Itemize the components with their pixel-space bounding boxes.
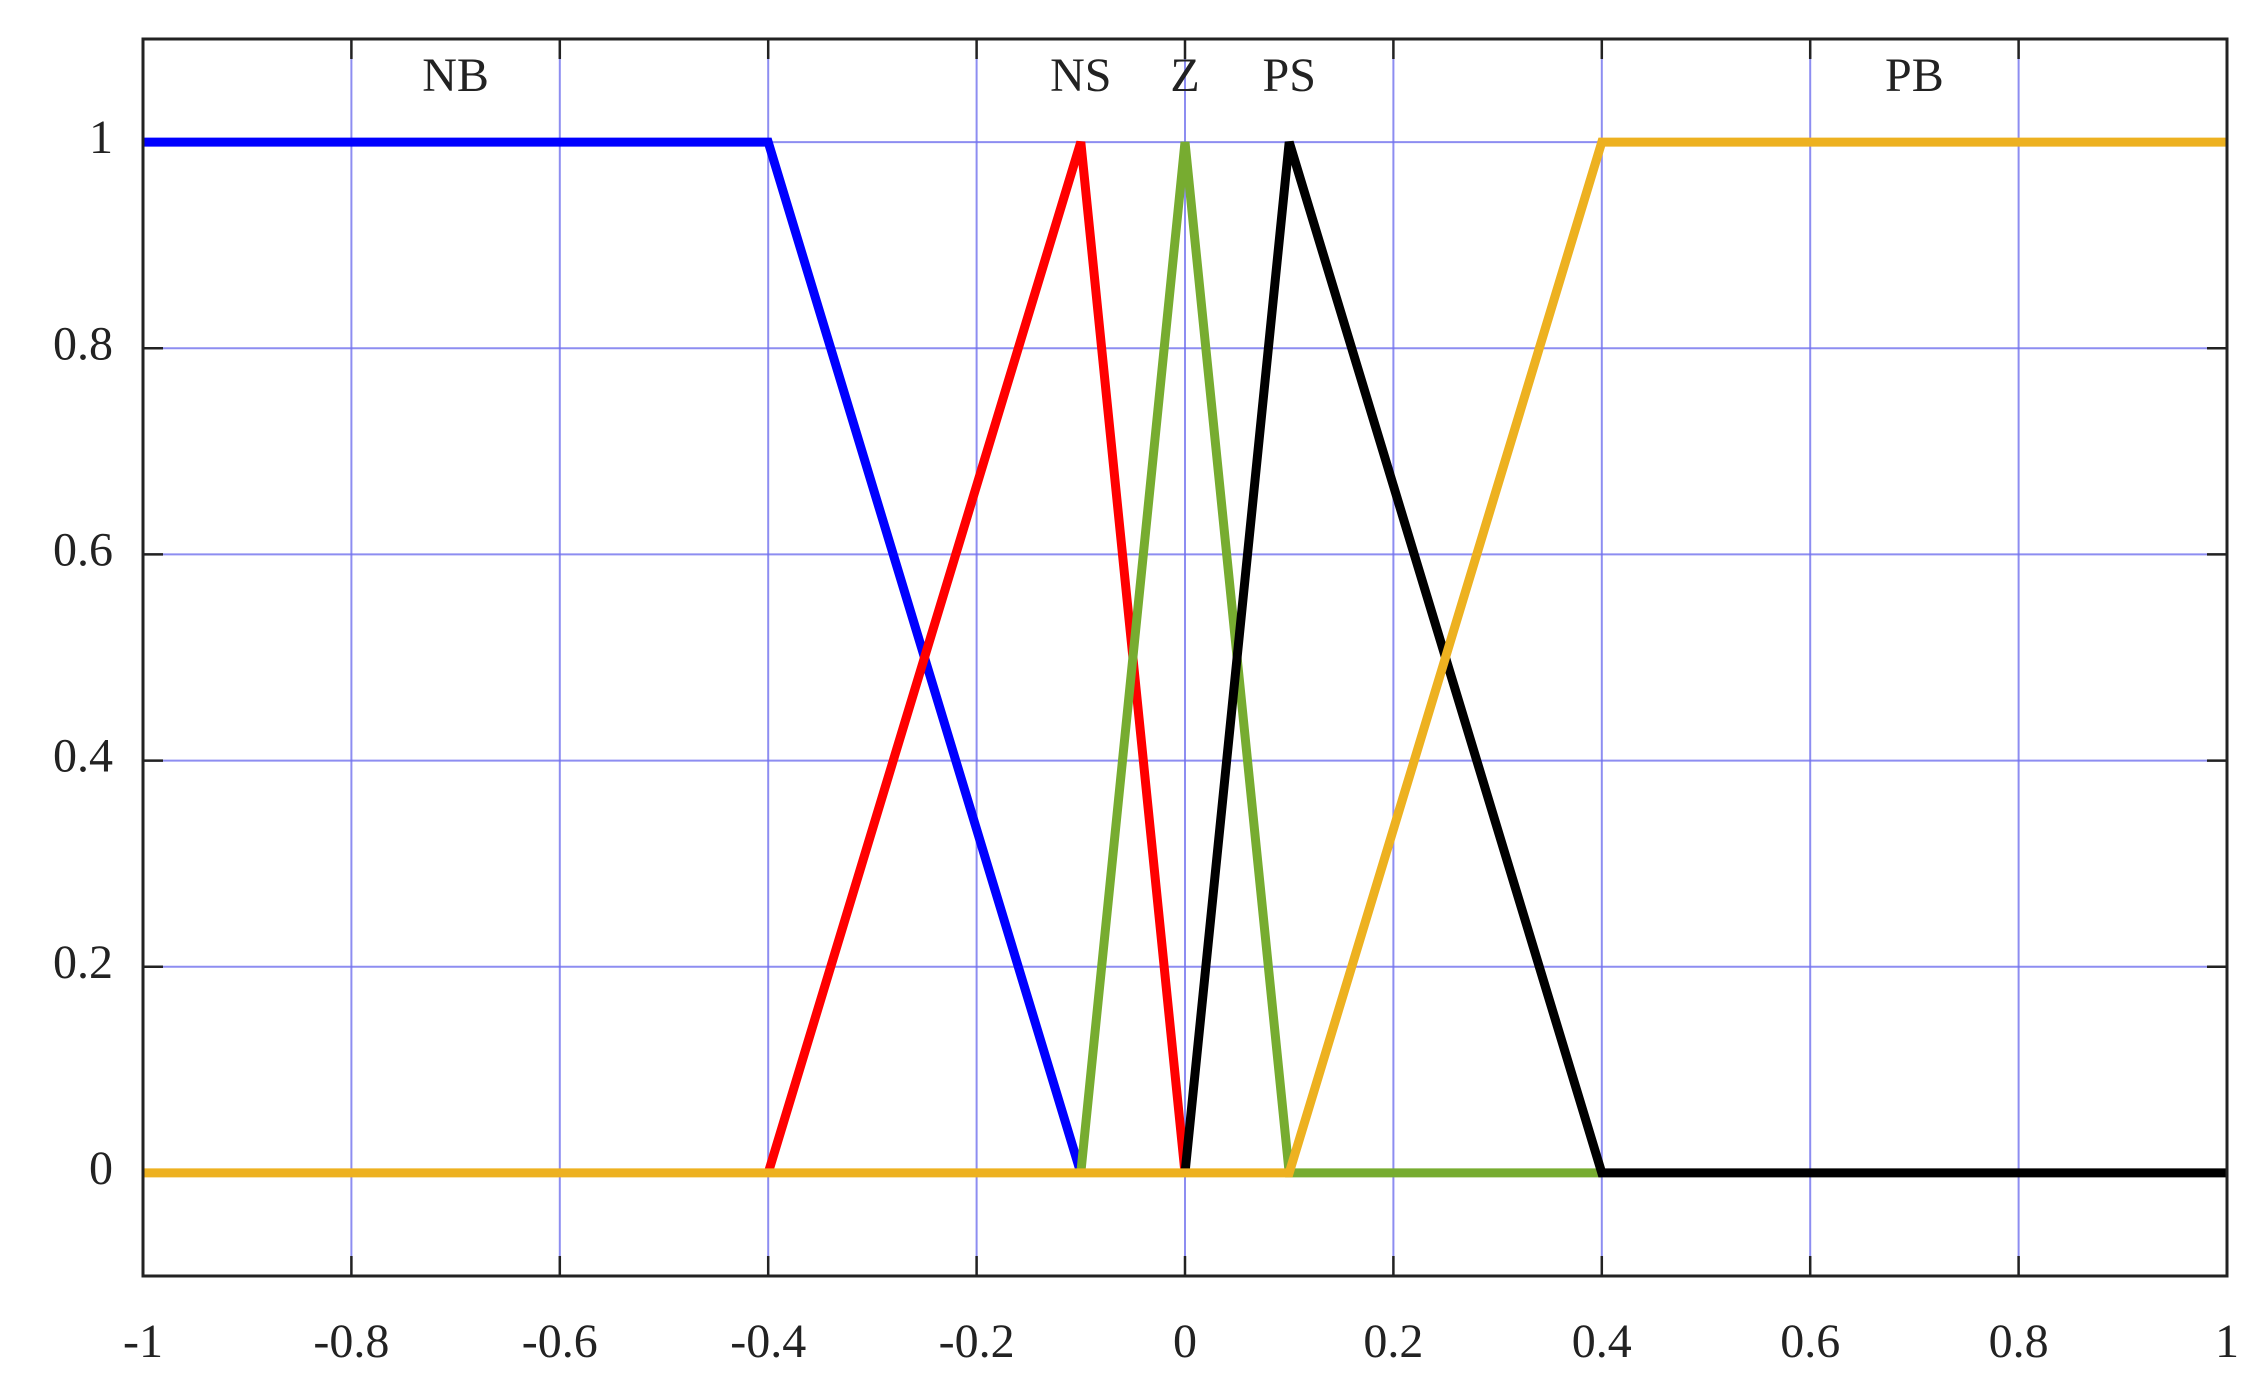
x-tick-label: -1 xyxy=(123,1315,163,1368)
y-tick-label: 0.2 xyxy=(53,936,113,989)
x-tick-label: -0.6 xyxy=(522,1315,598,1368)
series-label: PS xyxy=(1263,49,1316,102)
series-label: NB xyxy=(422,49,489,102)
y-tick-label: 0.4 xyxy=(53,730,113,783)
series-label: NS xyxy=(1050,49,1111,102)
x-tick-label: -0.4 xyxy=(730,1315,806,1368)
series-line xyxy=(143,137,2227,1178)
y-tick-label: 1 xyxy=(89,111,113,164)
x-tick-label: 1 xyxy=(2215,1315,2239,1368)
x-tick-label: 0.4 xyxy=(1572,1315,1632,1368)
x-tick-label: 0.6 xyxy=(1780,1315,1840,1368)
x-tick-label: -0.8 xyxy=(313,1315,389,1368)
series-line xyxy=(143,137,1086,1175)
series-label: Z xyxy=(1170,49,1199,102)
x-tick-label: 0 xyxy=(1173,1315,1197,1368)
x-tick-label: 0.8 xyxy=(1989,1315,2049,1368)
x-tick-label: -0.2 xyxy=(939,1315,1015,1368)
y-tick-label: 0.8 xyxy=(53,317,113,370)
y-tick-label: 0.6 xyxy=(53,523,113,576)
x-tick-label: 0.2 xyxy=(1363,1315,1423,1368)
series-line xyxy=(763,140,1190,1175)
y-tick-label: 0 xyxy=(89,1142,113,1195)
axes-box xyxy=(141,37,2229,1278)
series-label: PB xyxy=(1885,49,1944,102)
